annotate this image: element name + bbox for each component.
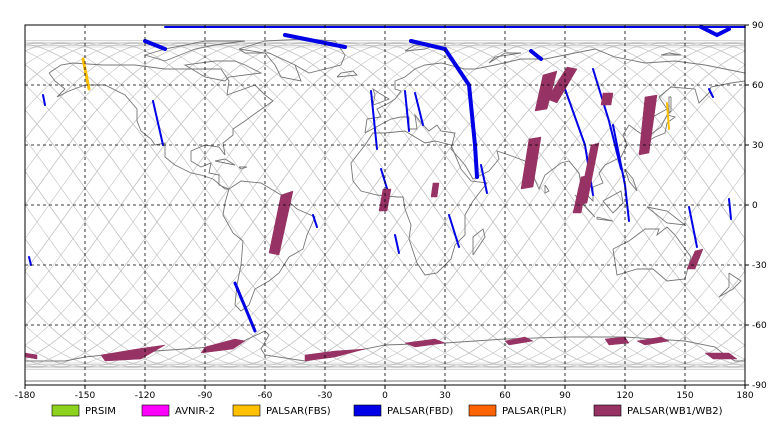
coverage-swath: [268, 190, 294, 256]
y-tick-label: -90: [752, 381, 767, 391]
coverage-strip: [414, 92, 424, 126]
legend-label: PALSAR(FBS): [266, 406, 331, 417]
legend-swatch: [51, 404, 80, 417]
legend-label: PRSIM: [85, 406, 116, 417]
coverage-strip: [81, 57, 91, 91]
coverage-strip: [708, 88, 714, 98]
coastline: [488, 52, 522, 64]
legend-label: PALSAR(FBD): [387, 406, 453, 417]
coastline: [624, 168, 638, 192]
legend-label: PALSAR(PLR): [502, 406, 567, 417]
x-tick-label: 0: [382, 391, 388, 401]
y-tick-label: 30: [752, 141, 764, 151]
coverage-swath: [638, 94, 658, 156]
coverage-strip: [688, 206, 698, 248]
coastline: [602, 190, 624, 214]
coverage-swath: [636, 336, 670, 346]
coverage-strip: [480, 164, 488, 194]
y-tick-label: 0: [752, 201, 758, 211]
coverage-strip: [394, 234, 400, 254]
coastline: [596, 216, 614, 222]
coverage-strip: [404, 90, 410, 132]
x-tick-label: -30: [318, 391, 333, 401]
coverage-swath: [100, 344, 166, 362]
coverage-strip: [28, 256, 32, 266]
coverage-strip: [666, 102, 670, 130]
coastline: [350, 130, 488, 276]
legend-swatch: [593, 404, 622, 417]
x-tick-label: -180: [15, 391, 36, 401]
coverage-swath: [200, 338, 246, 354]
x-tick-label: -90: [198, 391, 213, 401]
coverage-swath: [600, 92, 614, 106]
lat-lon-grid: [25, 25, 745, 385]
legend-label: PALSAR(WB1/WB2): [627, 406, 723, 417]
x-tick-label: 180: [736, 391, 753, 401]
coverage-swath: [604, 336, 630, 346]
x-tick-label: 150: [676, 391, 693, 401]
coverage-strip: [612, 124, 630, 222]
coverage-strip: [233, 281, 257, 333]
coverage-swath: [304, 348, 366, 362]
coverage-strip: [592, 68, 622, 170]
coverage-swath: [578, 142, 600, 206]
coverage-strip: [370, 90, 378, 150]
coverage-swath: [504, 336, 534, 346]
x-tick-label: 120: [616, 391, 633, 401]
y-tick-label: 60: [752, 81, 764, 91]
coastline: [668, 96, 672, 115]
coastline: [143, 40, 246, 62]
coverage-strip: [699, 25, 731, 38]
coverage-swath: [704, 352, 738, 360]
coverage-swath: [686, 248, 704, 270]
coastline: [48, 62, 274, 190]
coverage-strip: [143, 39, 167, 51]
coverage-strip: [283, 33, 347, 49]
x-tick-label: -120: [135, 391, 156, 401]
x-tick-label: 60: [499, 391, 511, 401]
longitude-ticks: -180 -150 -120 -90 -60 -30 0 30 60 90 120 150 180: [15, 385, 754, 401]
coastline: [238, 38, 346, 82]
coastline: [660, 52, 682, 56]
legend: PRSIM AVNIR-2 PALSAR(FBS) PALSAR(FBD) PALSAR…: [51, 404, 723, 417]
coastline: [336, 70, 358, 78]
legend-label: AVNIR-2: [175, 406, 215, 417]
x-tick-label: 30: [439, 391, 451, 401]
coverage-strip: [728, 198, 732, 220]
legend-swatch: [232, 404, 261, 417]
y-tick-label: -30: [752, 261, 767, 271]
coastline: [183, 60, 263, 82]
legend-swatch: [468, 404, 497, 417]
coastline: [372, 87, 391, 106]
coverage-swath: [520, 136, 542, 190]
coastline: [472, 228, 486, 256]
coastline: [612, 226, 692, 282]
coastline: [238, 166, 248, 170]
legend-swatch: [141, 404, 170, 417]
x-tick-label: -150: [75, 391, 96, 401]
coastline: [718, 272, 742, 298]
coastline: [544, 184, 550, 194]
coastline: [364, 48, 746, 203]
legend-swatch: [353, 404, 382, 417]
coastlines: [24, 38, 746, 382]
coverage-strip: [448, 214, 460, 248]
coverage-strip: [529, 49, 543, 61]
x-tick-label: -60: [258, 391, 273, 401]
coverage-strip: [42, 94, 46, 106]
y-tick-label: 90: [752, 21, 764, 31]
coastline: [214, 158, 236, 166]
coverage-swath: [534, 70, 558, 112]
latitude-ticks: 90 60 30 0 -30 -60 -90: [745, 21, 767, 391]
coverage-strip: [312, 214, 318, 228]
coverage-swath: [430, 182, 440, 198]
y-tick-label: -60: [752, 321, 767, 331]
observation-coverage: [24, 25, 746, 362]
x-tick-label: 90: [559, 391, 571, 401]
coverage-strip: [152, 100, 164, 146]
